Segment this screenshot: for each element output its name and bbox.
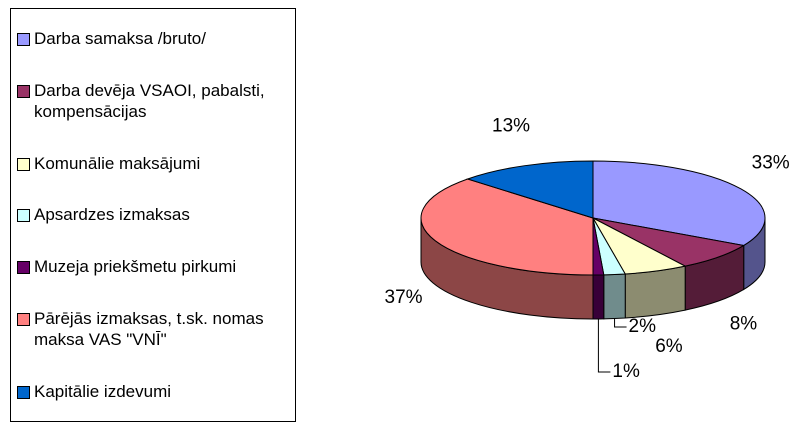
- pie-wall: [624, 265, 686, 319]
- legend-swatch: [17, 157, 30, 171]
- pie-wall: [603, 273, 626, 320]
- legend-swatch: [17, 385, 30, 399]
- legend-item: Darba devēja VSAOI, pabalsti, kompensāci…: [17, 80, 289, 122]
- legend-swatch: [17, 261, 30, 275]
- data-label: 13%: [492, 115, 530, 136]
- legend-label: Darba samaksa /bruto/: [34, 29, 206, 49]
- legend-label: Apsardzes izmaksas: [34, 205, 190, 225]
- data-label: 1%: [612, 361, 640, 382]
- data-label: 2%: [629, 316, 657, 337]
- legend-label: Pārējās izmaksas, t.sk. nomas maksa VAS …: [34, 308, 264, 349]
- data-label: 6%: [655, 336, 683, 357]
- legend-item: Pārējās izmaksas, t.sk. nomas maksa VAS …: [17, 308, 289, 350]
- legend-swatch: [17, 312, 30, 326]
- legend-item: Komunālie maksājumi: [17, 153, 289, 174]
- legend-swatch: [17, 209, 30, 223]
- data-label: 33%: [752, 153, 790, 174]
- leader-line: [614, 318, 627, 328]
- pie-slice: [420, 178, 594, 276]
- legend-label: Komunālie maksājumi: [34, 153, 201, 173]
- legend-label: Darba devēja VSAOI, pabalsti, kompensāci…: [34, 81, 265, 122]
- legend-swatch: [17, 33, 30, 47]
- legend-swatch: [17, 85, 30, 99]
- legend-item: Kapitālie izdevumi: [17, 381, 289, 402]
- legend-item: Darba samaksa /bruto/: [17, 28, 289, 49]
- legend-item: Apsardzes izmaksas: [17, 204, 289, 225]
- legend-label: Kapitālie izdevumi: [34, 381, 172, 401]
- legend-item: Muzeja priekšmetu pirkumi: [17, 256, 289, 277]
- pie-slice: [466, 160, 594, 219]
- data-label: 8%: [730, 313, 758, 334]
- pie-wall: [592, 274, 605, 320]
- leader-line: [597, 318, 611, 373]
- legend-label: Muzeja priekšmetu pirkumi: [34, 257, 237, 277]
- data-label: 37%: [385, 287, 423, 308]
- legend: Darba samaksa /bruto/Darba devēja VSAOI,…: [10, 8, 296, 422]
- pie-slice: [592, 160, 766, 246]
